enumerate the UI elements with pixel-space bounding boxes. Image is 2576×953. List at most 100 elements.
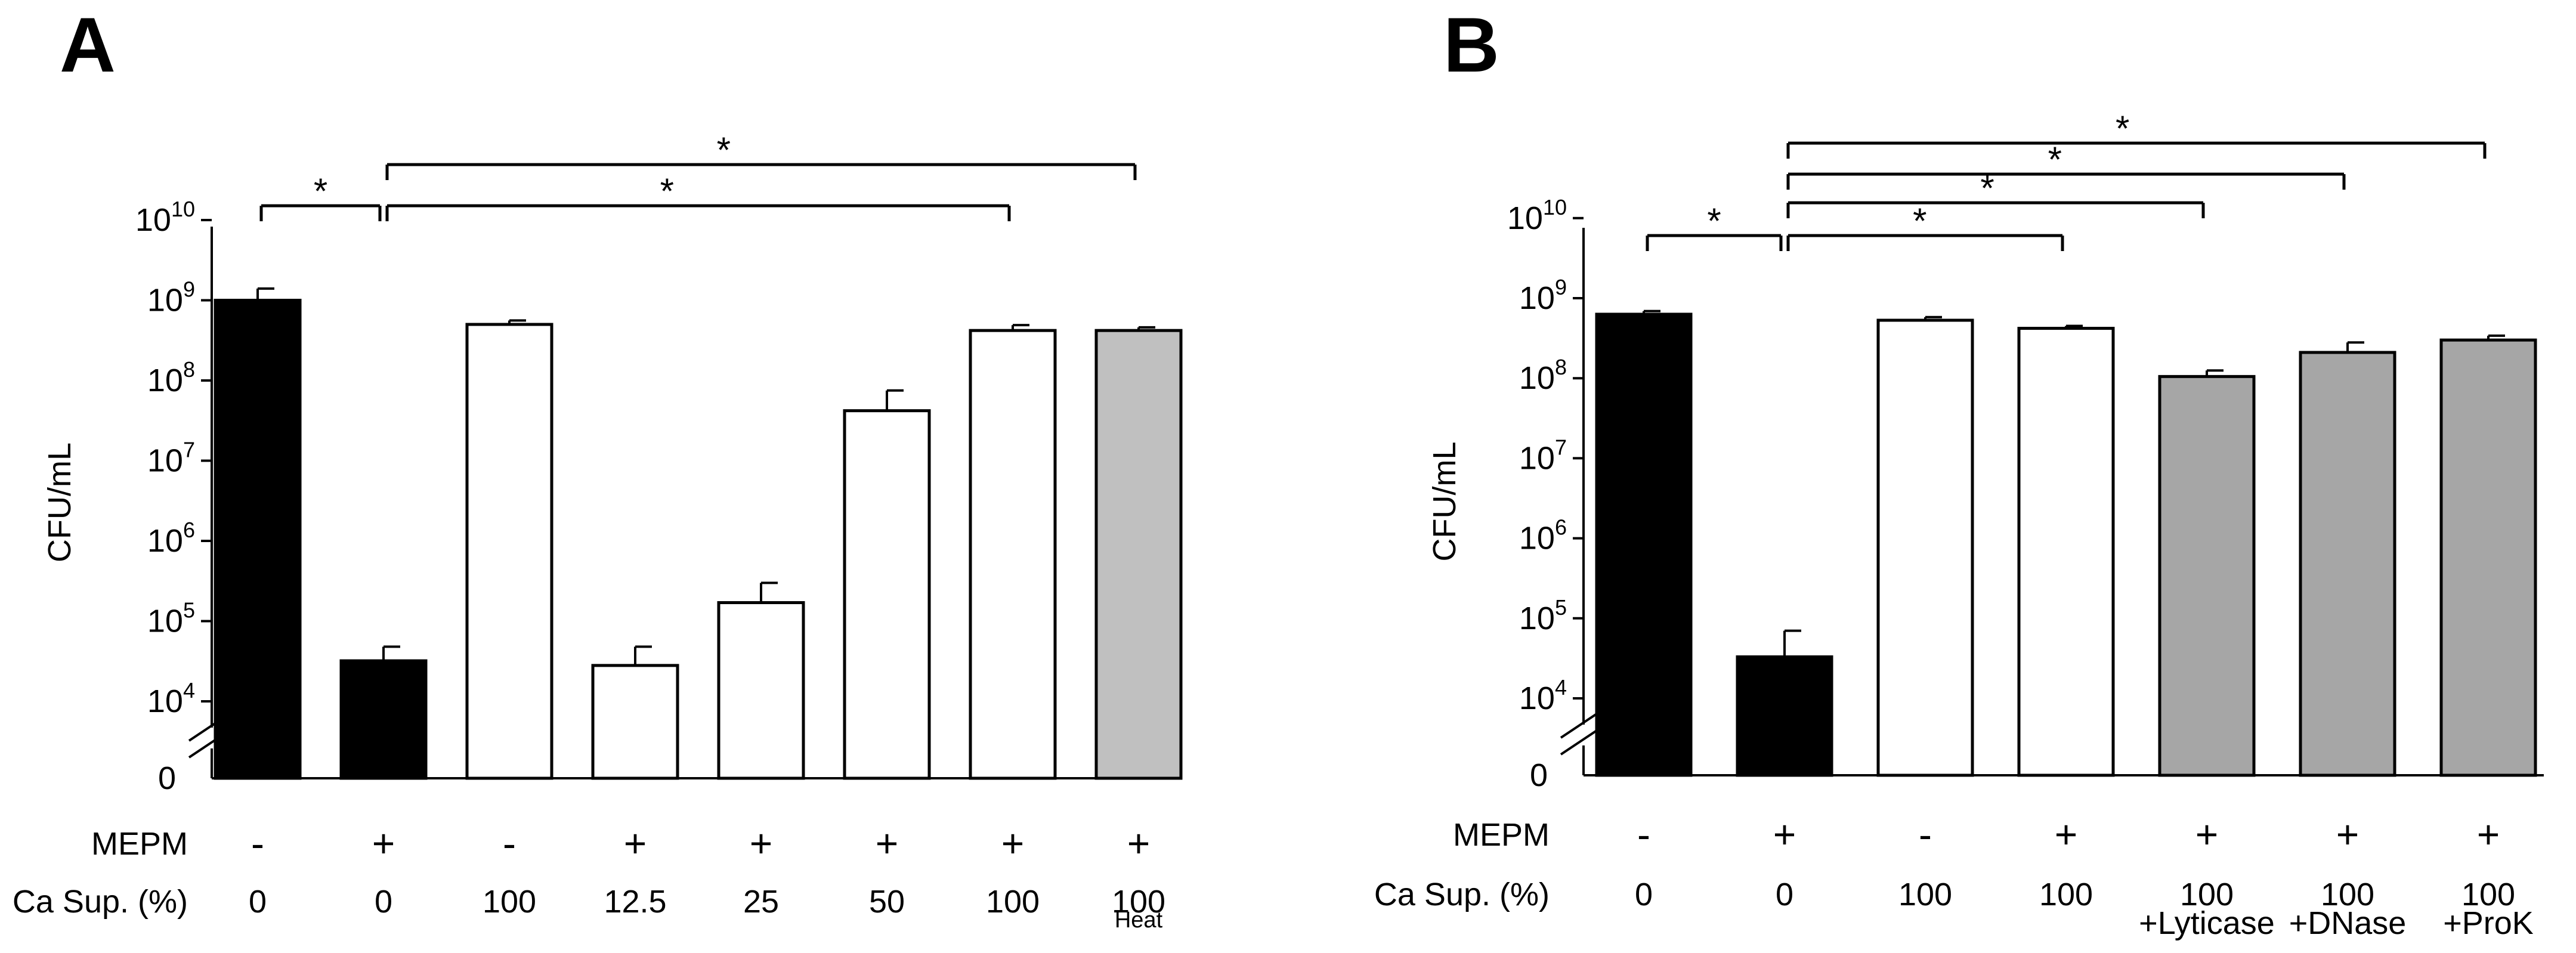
y-tick-base: 10 (147, 523, 183, 559)
ca-sup-value: 100 (2461, 877, 2515, 912)
mepm-sign: + (1773, 812, 1796, 856)
y-tick-label: 106 (1519, 515, 1567, 556)
y-tick-exponent: 8 (183, 357, 195, 382)
mepm-sign: + (372, 821, 395, 865)
bar-group: -0 (1595, 310, 1693, 912)
panel-letter: A (60, 1, 116, 88)
mepm-sign: - (1637, 812, 1650, 856)
ca-sup-value: 0 (1635, 877, 1653, 912)
mepm-sign: + (1127, 821, 1151, 865)
ca-sup-value: 100 (1898, 877, 1952, 912)
ca-sup-value: 100 (2039, 877, 2093, 912)
y-tick-label: 109 (147, 277, 195, 318)
bar (465, 323, 553, 780)
y-tick-exponent: 6 (183, 518, 195, 542)
y-tick-exponent: 5 (183, 598, 195, 623)
bar (339, 659, 428, 780)
ca-sup-value: 12.5 (604, 884, 666, 920)
y-tick-label: 0 (158, 760, 176, 796)
y-tick-base: 10 (147, 604, 183, 639)
bar-group: +100 (2017, 324, 2115, 912)
y-tick-base: 10 (1519, 360, 1555, 396)
bar (591, 664, 679, 780)
bar-group: +100 (969, 324, 1057, 920)
significance-bracket: * (259, 171, 382, 221)
y-tick-exponent: 7 (1555, 435, 1567, 459)
row-label-mepm: MEPM (1453, 817, 1550, 853)
ca-sup-value: 100 (986, 884, 1040, 920)
y-tick-base: 10 (147, 363, 183, 398)
y-axis-label: CFU/mL (1427, 442, 1462, 562)
axis-break-mark (1560, 713, 1598, 739)
y-tick-label: 109 (1519, 275, 1567, 316)
ca-sup-value: 100 (2321, 877, 2374, 912)
y-tick-exponent: 9 (1555, 275, 1567, 299)
bar (1094, 329, 1183, 780)
mepm-sign: - (503, 821, 516, 865)
y-tick-base: 10 (1507, 200, 1543, 236)
y-tick-base: 10 (1519, 280, 1555, 316)
y-tick-exponent: 6 (1555, 515, 1567, 540)
bar-group: +100+ProK (2439, 334, 2537, 941)
y-tick-exponent: 10 (1543, 195, 1567, 219)
significance-star: * (717, 130, 731, 170)
mepm-sign: + (2195, 812, 2219, 856)
significance-star: * (314, 171, 327, 211)
y-tick-base: 10 (135, 202, 171, 238)
bar-group: - 100 (1876, 315, 1974, 912)
row-label-ca-sup: Ca Sup. (%) (13, 884, 188, 920)
ca-sup-treatment: +DNase (2289, 905, 2407, 941)
bar (2017, 327, 2115, 777)
significance-star: * (1913, 201, 1926, 241)
bar-group: +50 (843, 389, 931, 920)
y-tick-label: 108 (1519, 355, 1567, 396)
significance-star: * (1980, 168, 1994, 208)
y-tick-label: 105 (1519, 595, 1567, 636)
mepm-sign: + (876, 821, 899, 865)
bar (2158, 375, 2256, 777)
y-tick-base: 10 (147, 443, 183, 479)
y-axis-label: CFU/mL (42, 443, 78, 562)
significance-star: * (660, 171, 674, 211)
mepm-sign: + (2477, 812, 2500, 856)
y-tick-base: 0 (1530, 757, 1548, 793)
y-tick-base: 0 (158, 760, 176, 796)
bar-group: +25 (717, 581, 805, 920)
ca-sup-treatment: Heat (1115, 908, 1163, 933)
y-tick-exponent: 10 (171, 197, 195, 221)
ca-sup-value: 0 (249, 884, 267, 920)
significance-bracket: * (385, 130, 1137, 180)
bar-group: +0 (339, 645, 428, 920)
row-label-ca-sup: Ca Sup. (%) (1374, 877, 1550, 912)
y-tick-base: 10 (1519, 521, 1555, 556)
bar (1876, 318, 1974, 777)
mepm-sign: + (624, 821, 647, 865)
significance-bracket: * (1786, 201, 2064, 251)
significance-star: * (2048, 140, 2062, 180)
ca-sup-value: 100 (1112, 884, 1165, 920)
axis-break-mark (1560, 729, 1598, 756)
y-tick-base: 10 (1519, 601, 1555, 636)
mepm-sign: + (2055, 812, 2078, 856)
significance-bracket: * (1786, 109, 2487, 159)
ca-sup-treatment: +ProK (2443, 905, 2534, 941)
y-tick-base: 10 (147, 283, 183, 318)
ca-sup-treatment: +Lyticase (2139, 905, 2275, 941)
bar (2439, 338, 2537, 777)
bar (969, 329, 1057, 780)
ca-sup-value: 100 (483, 884, 536, 920)
significance-star: * (2116, 109, 2129, 148)
y-tick-label: 106 (147, 518, 195, 559)
bar (2299, 351, 2396, 777)
significance-star: * (1707, 201, 1721, 241)
bar (214, 299, 302, 780)
y-tick-exponent: 4 (183, 678, 195, 703)
y-tick-exponent: 7 (183, 438, 195, 462)
bar (1736, 655, 1833, 777)
ca-sup-value: 50 (869, 884, 905, 920)
mepm-sign: + (1001, 821, 1025, 865)
bar (717, 601, 805, 780)
